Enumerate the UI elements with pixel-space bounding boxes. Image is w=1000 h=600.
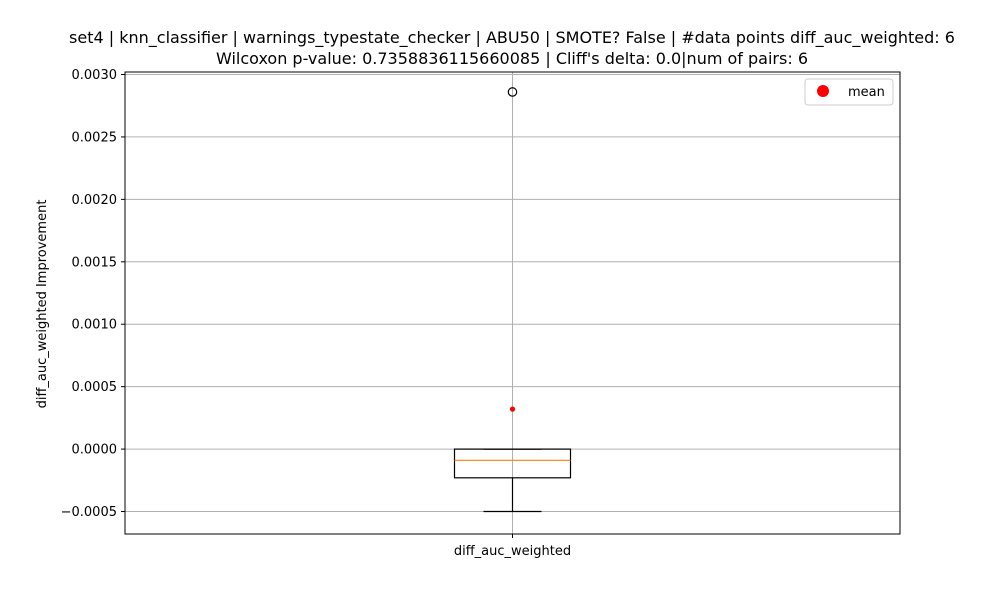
y-tick-label: 0.0015: [72, 255, 118, 270]
chart-title-line1: set4 | knn_classifier | warnings_typesta…: [69, 28, 955, 48]
y-tick-label: 0.0025: [72, 130, 118, 145]
y-tick-label: 0.0030: [72, 68, 118, 83]
iqr-box: [453, 448, 572, 479]
chart-title-line2: Wilcoxon p-value: 0.7358836115660085 | C…: [216, 49, 808, 68]
legend-frame: [804, 78, 894, 106]
plot-area: [453, 87, 572, 513]
y-axis-label: diff_auc_weighted Improvement: [35, 200, 50, 409]
grid: [125, 72, 900, 534]
axes: −0.0005 0.0000 0.0005 0.0010 0.0015 0.0020 0.0…: [61, 68, 901, 559]
mean-point: [509, 406, 516, 412]
legend-mean-marker: [817, 85, 829, 97]
y-tick-label: 0.0020: [72, 193, 118, 208]
legend: mean: [804, 78, 894, 106]
y-tick-label: 0.0010: [72, 318, 118, 333]
legend-mean-label: mean: [848, 85, 885, 100]
y-tick-label: 0.0000: [72, 443, 118, 458]
y-tick-label: −0.0005: [61, 505, 117, 520]
outlier-point: [507, 87, 518, 97]
x-tick-label: diff_auc_weighted: [454, 544, 571, 559]
y-tick-label: 0.0005: [72, 380, 118, 395]
